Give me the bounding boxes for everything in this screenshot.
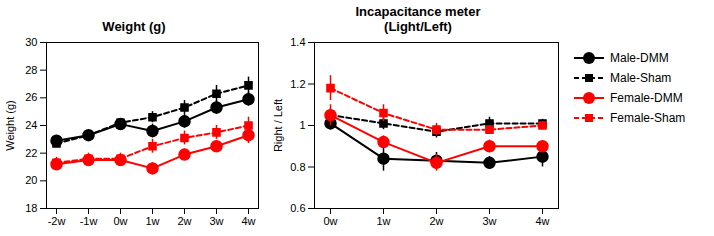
svg-text:0.6: 0.6 — [290, 202, 305, 214]
svg-text:1w: 1w — [376, 215, 390, 227]
svg-text:1w: 1w — [145, 215, 159, 227]
svg-text:18: 18 — [25, 202, 37, 214]
svg-text:20: 20 — [25, 174, 37, 186]
svg-text:26: 26 — [25, 91, 37, 103]
svg-text:0w: 0w — [113, 215, 127, 227]
svg-text:4w: 4w — [535, 215, 549, 227]
svg-text:22: 22 — [25, 147, 37, 159]
svg-text:24: 24 — [25, 119, 37, 131]
svg-text:4w: 4w — [241, 215, 255, 227]
svg-text:3w: 3w — [482, 215, 496, 227]
html-text:Female-DMM: Female-DMM — [610, 91, 683, 105]
svg-text:2w: 2w — [429, 215, 443, 227]
svg-text:1.4: 1.4 — [290, 36, 305, 48]
svg-text:0.8: 0.8 — [290, 161, 305, 173]
html-text:Male-Sham: Male-Sham — [610, 71, 672, 85]
svg-text:3w: 3w — [209, 215, 223, 227]
html-text:Weight (g): Weight (g) — [102, 19, 166, 34]
svg-text:28: 28 — [25, 64, 37, 76]
svg-text:-1w: -1w — [80, 215, 98, 227]
svg-text:-2w: -2w — [48, 215, 66, 227]
svg-text:30: 30 — [25, 36, 37, 48]
svg-text:2w: 2w — [177, 215, 191, 227]
svg-text:1.2: 1.2 — [290, 78, 305, 90]
svg-text:Right / Left: Right / Left — [272, 99, 284, 152]
html-text:Incapacitance meter (Light/Lef: Incapacitance meter (Light/Left) — [355, 4, 481, 34]
svg-text:Weight (g): Weight (g) — [4, 100, 16, 151]
svg-text:1: 1 — [299, 119, 305, 131]
html-text:Male-DMM: Male-DMM — [610, 51, 669, 65]
svg-text:0w: 0w — [323, 215, 337, 227]
html-text:Female-Sham: Female-Sham — [610, 111, 686, 125]
